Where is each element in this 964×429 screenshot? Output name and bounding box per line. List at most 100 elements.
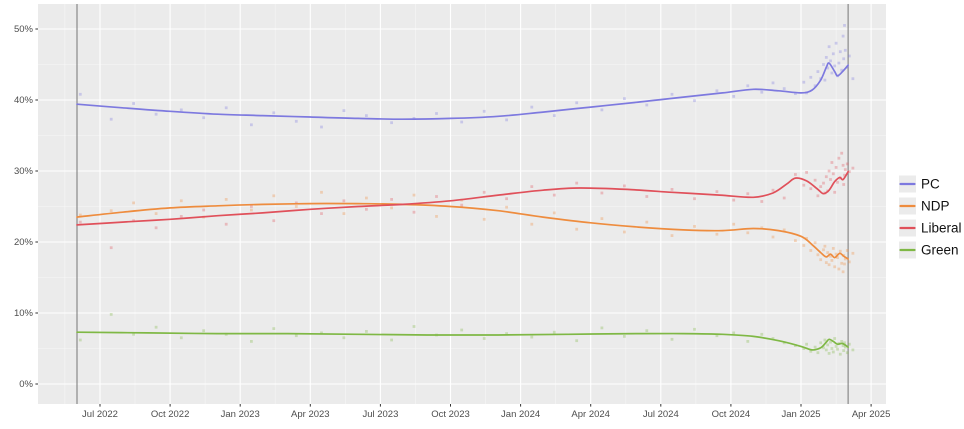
poll-point-ndp bbox=[530, 222, 534, 226]
poll-point-grn bbox=[154, 325, 158, 329]
x-tick-label: Jul 2023 bbox=[362, 409, 398, 420]
poll-point-pc bbox=[833, 64, 837, 68]
poll-point-grn bbox=[836, 347, 839, 351]
poll-point-grn bbox=[830, 347, 834, 350]
poll-point-grn bbox=[802, 347, 806, 350]
poll-point-grn bbox=[834, 345, 838, 348]
poll-point-grn bbox=[841, 344, 845, 347]
poll-point-grn bbox=[843, 341, 846, 345]
x-axis: Jul 2022 Oct 2022 Jan 2023 Apr 2023 Jul 2023… bbox=[82, 404, 890, 420]
poll-point-grn bbox=[805, 342, 808, 346]
poll-point-pc bbox=[782, 87, 786, 90]
poll-point-pc bbox=[179, 108, 183, 112]
poll-point-pc bbox=[822, 63, 825, 66]
poll-point-pc bbox=[732, 95, 736, 98]
poll-point-pc bbox=[840, 68, 844, 72]
poll-point-grn bbox=[320, 331, 323, 335]
poll-point-ndp bbox=[782, 228, 786, 232]
poll-point-grn bbox=[365, 330, 368, 333]
chart-legend: PC NDP Liberal Green bbox=[899, 175, 962, 259]
poll-point-lib bbox=[847, 170, 851, 174]
poll-point-pc bbox=[809, 75, 813, 79]
poll-point-lib bbox=[482, 190, 486, 194]
y-tick-label: 40% bbox=[14, 95, 34, 106]
legend-entry-pc: PC bbox=[899, 175, 940, 193]
poll-point-grn bbox=[847, 342, 851, 346]
poll-point-ndp bbox=[746, 231, 750, 235]
poll-point-pc bbox=[843, 24, 846, 27]
poll-point-ndp bbox=[829, 254, 832, 258]
x-tick-label: Jul 2022 bbox=[82, 409, 118, 420]
poll-point-pc bbox=[294, 119, 298, 123]
poll-point-ndp bbox=[320, 190, 323, 194]
poll-point-pc bbox=[623, 97, 626, 100]
poll-point-grn bbox=[412, 325, 416, 328]
plot-panel bbox=[38, 4, 886, 404]
legend-entry-lib: Liberal bbox=[899, 219, 962, 237]
poll-point-ndp bbox=[78, 213, 82, 217]
x-tick-label: Apr 2024 bbox=[571, 409, 610, 420]
poll-point-pc bbox=[837, 61, 841, 65]
poll-point-pc bbox=[842, 57, 846, 61]
poll-point-ndp bbox=[843, 262, 846, 266]
y-tick-label: 20% bbox=[14, 237, 34, 248]
poll-point-ndp bbox=[760, 226, 764, 230]
poll-point-grn bbox=[342, 336, 346, 340]
poll-point-lib bbox=[851, 166, 855, 170]
poll-point-grn bbox=[552, 330, 556, 334]
poll-point-ndp bbox=[670, 234, 674, 237]
poll-point-pc bbox=[760, 90, 764, 94]
poll-point-ndp bbox=[831, 247, 835, 250]
poll-point-grn bbox=[843, 345, 847, 349]
poll-point-lib bbox=[365, 207, 368, 211]
poll-point-grn bbox=[390, 338, 393, 342]
poll-point-pc bbox=[202, 116, 206, 120]
poll-point-lib bbox=[530, 185, 534, 188]
poll-point-ndp bbox=[833, 265, 837, 269]
poll-point-ndp bbox=[823, 244, 827, 248]
poll-point-pc bbox=[830, 71, 834, 75]
poll-point-lib bbox=[819, 185, 823, 188]
poll-point-ndp bbox=[109, 209, 113, 213]
poll-point-lib bbox=[760, 200, 764, 203]
x-tick-label: Oct 2023 bbox=[431, 409, 470, 420]
poll-point-ndp bbox=[412, 193, 416, 197]
poll-point-lib bbox=[179, 215, 183, 218]
poll-point-grn bbox=[623, 335, 626, 338]
poll-point-ndp bbox=[390, 206, 393, 210]
poll-point-lib bbox=[645, 195, 649, 198]
legend-label-lib: Liberal bbox=[921, 221, 962, 236]
poll-point-ndp bbox=[482, 217, 486, 221]
poll-point-grn bbox=[771, 337, 775, 340]
poll-point-lib bbox=[782, 196, 786, 200]
poll-point-ndp bbox=[845, 249, 849, 252]
poll-point-grn bbox=[732, 331, 736, 335]
poll-point-ndp bbox=[342, 212, 346, 215]
poll-point-grn bbox=[645, 329, 649, 333]
poll-point-grn bbox=[109, 313, 113, 316]
poll-point-pc bbox=[843, 48, 847, 52]
poll-point-ndp bbox=[693, 225, 696, 228]
poll-point-grn bbox=[530, 335, 534, 339]
poll-point-grn bbox=[833, 337, 837, 340]
poll-point-lib bbox=[78, 220, 82, 224]
poll-point-grn bbox=[670, 337, 674, 341]
poll-point-grn bbox=[202, 329, 206, 333]
poll-point-grn bbox=[813, 345, 817, 349]
poll-point-pc bbox=[365, 114, 368, 117]
poll-point-grn bbox=[575, 339, 579, 343]
poll-point-pc bbox=[823, 78, 827, 82]
poll-point-ndp bbox=[224, 198, 228, 201]
poll-point-grn bbox=[819, 341, 823, 345]
poll-point-ndp bbox=[623, 230, 626, 234]
poll-point-lib bbox=[623, 184, 626, 188]
poll-point-lib bbox=[836, 180, 839, 184]
poll-point-pc bbox=[78, 92, 82, 96]
poll-point-lib bbox=[600, 191, 604, 195]
poll-point-ndp bbox=[841, 270, 845, 274]
poll-point-pc bbox=[831, 52, 835, 56]
poll-point-grn bbox=[851, 348, 855, 352]
poll-point-pc bbox=[132, 102, 135, 105]
poll-point-pc bbox=[827, 45, 831, 49]
poll-point-ndp bbox=[816, 253, 820, 257]
